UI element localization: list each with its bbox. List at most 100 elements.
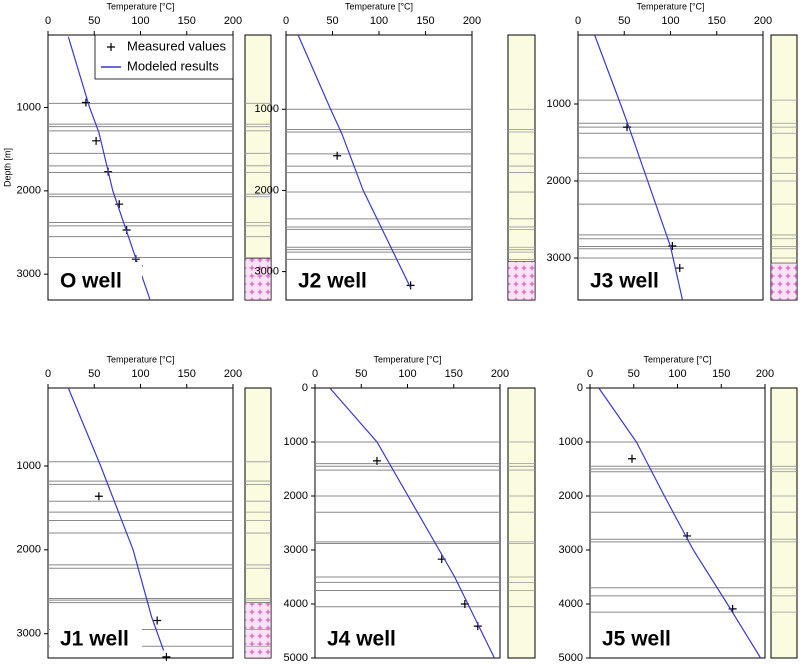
x-tick-label: 150 [445,368,463,380]
x-tick-label: 100 [131,368,149,380]
x-tick-label: 200 [756,368,774,380]
x-axis-label: Temperature [°C] [643,354,711,364]
y-tick-label: 2000 [17,185,41,197]
y-tick-label: 3000 [547,252,571,264]
x-tick-label: 0 [587,368,593,380]
x-axis-label: Temperature [°C] [106,1,174,11]
x-axis-label: Temperature [°C] [636,1,704,11]
x-tick-label: 0 [575,15,581,27]
y-tick-label: 2000 [559,490,583,502]
panel: 0 50 100 150 200 Temperature [°C] 1000 2000 3000… [255,1,536,301]
y-tick-label: 0 [577,382,583,394]
well-label: J5 well [602,628,671,651]
y-tick-label: 3000 [17,268,41,280]
y-tick-label: 1000 [284,436,308,448]
well-label: J1 well [60,628,129,651]
y-tick-label: 5000 [559,652,583,664]
x-tick-label: 50 [88,15,100,27]
lithology-column [507,34,536,301]
panel: 0 50 100 150 200 Temperature [°C] 0 1000 2000 300… [284,354,536,664]
x-tick-label: 50 [628,368,640,380]
measured-point [628,454,636,463]
measured-point [94,492,103,501]
x-tick-label: 0 [45,15,51,27]
basement-unit [770,262,798,301]
y-tick-label: 5000 [284,652,308,664]
measured-point [153,616,162,625]
x-tick-label: 0 [312,368,318,380]
panel: 0 50 100 150 200 Temperature [°C] 0 1000 2000 300… [559,354,798,664]
y-tick-label: 1000 [255,103,279,115]
y-tick-label: 1000 [17,101,41,113]
x-tick-label: 100 [131,15,149,27]
model-line [329,387,495,659]
plot-area [47,387,234,659]
x-tick-label: 150 [708,15,726,27]
y-tick-label: 1000 [547,98,571,110]
lithology-column [507,387,536,659]
measured-point [333,151,342,160]
y-tick-label: 3000 [559,544,583,556]
y-tick-label: 2000 [284,490,308,502]
model-line [67,36,151,300]
basement-unit [507,261,536,301]
x-tick-label: 150 [416,15,434,27]
x-tick-label: 200 [463,15,481,27]
y-tick-label: 1000 [17,460,41,472]
model-line [297,34,412,289]
measured-point [162,652,171,661]
plot-area [589,387,766,659]
y-tick-label: 0 [302,382,308,394]
model-line [67,387,165,651]
x-tick-label: 150 [178,368,196,380]
y-axis-label: Depth [m] [2,148,12,187]
legend-swatch [107,43,115,51]
y-tick-label: 2000 [17,544,41,556]
model-line [598,387,762,659]
basement-unit [244,258,272,301]
y-tick-label: 4000 [284,598,308,610]
y-tick-label: 3000 [255,265,279,277]
x-tick-label: 200 [754,15,772,27]
y-tick-label: 3000 [17,628,41,640]
well-label: J3 well [590,270,659,293]
x-tick-label: 200 [224,368,242,380]
lithology-column [770,387,798,659]
measured-point [623,123,632,132]
x-tick-label: 50 [618,15,630,27]
legend-box [94,34,234,80]
measured-point [668,242,677,251]
y-tick-label: 4000 [559,598,583,610]
well-label: J4 well [327,628,396,651]
x-axis-label: Temperature [°C] [345,1,413,11]
basement-unit [244,602,272,659]
x-tick-label: 50 [88,368,100,380]
legend-label: Measured values [127,38,226,53]
x-tick-label: 50 [326,15,338,27]
well-label-box [317,620,409,656]
x-tick-label: 0 [45,368,51,380]
measured-point [92,136,101,145]
well-label: O well [60,270,122,293]
well-label-box [592,620,684,656]
panel: 0 50 100 150 200 Temperature [°C] 1000 2000 3000… [547,1,798,301]
legend-label: Modeled results [127,58,219,73]
plot-area [577,34,764,301]
x-tick-label: 100 [668,368,686,380]
well-label: J2 well [298,270,367,293]
well-label-box [50,262,142,298]
x-tick-label: 150 [712,368,730,380]
model-line [594,34,684,301]
plot-area [314,387,501,659]
measured-point [675,264,684,273]
x-tick-label: 0 [283,15,289,27]
x-tick-label: 100 [370,15,388,27]
measured-point [372,456,381,465]
y-tick-label: 3000 [284,544,308,556]
lithology-column [770,34,798,301]
well-label-box [50,620,142,656]
x-tick-label: 150 [178,15,196,27]
y-tick-label: 2000 [547,175,571,187]
x-tick-label: 200 [491,368,509,380]
lithology-column [244,34,272,301]
